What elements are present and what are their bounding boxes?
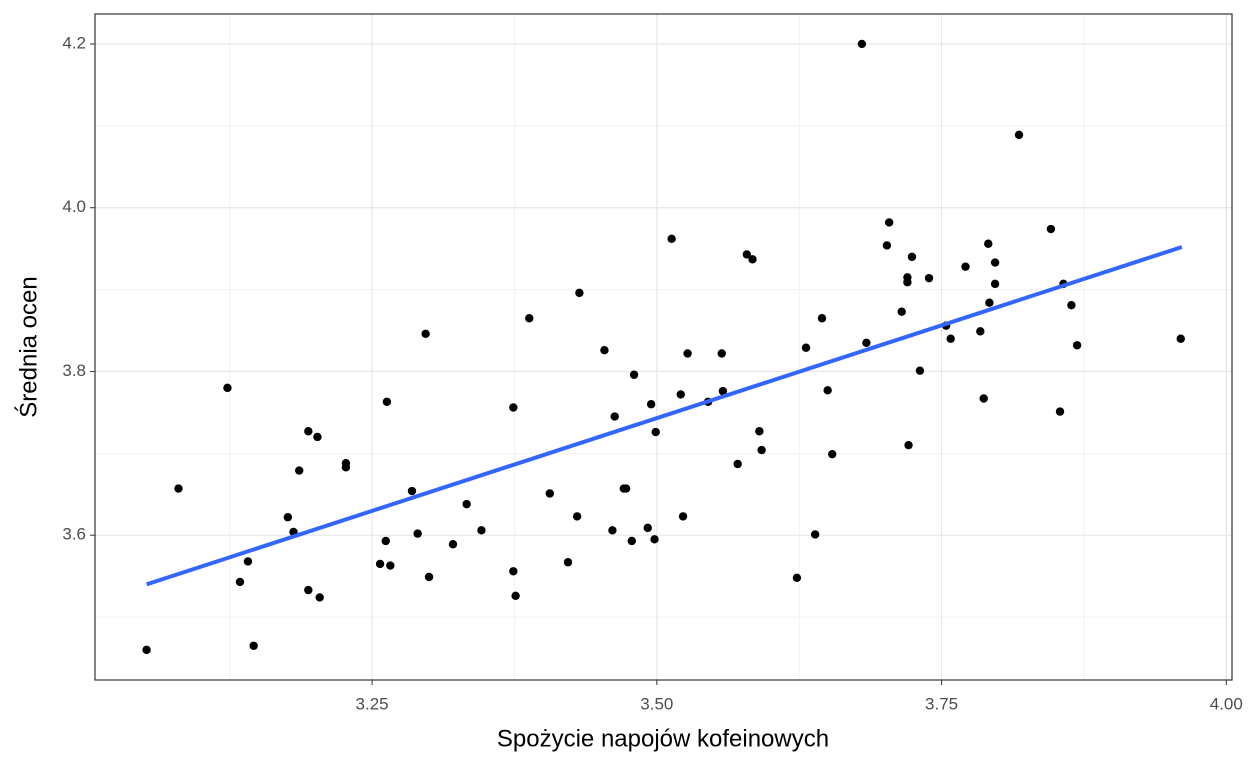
point bbox=[667, 234, 676, 244]
point bbox=[823, 386, 832, 395]
point bbox=[462, 499, 471, 509]
point bbox=[424, 572, 434, 582]
x-tick-label: 3.50 bbox=[640, 694, 673, 713]
point bbox=[375, 559, 385, 569]
point bbox=[621, 484, 631, 493]
point bbox=[407, 486, 417, 496]
point bbox=[509, 403, 518, 412]
point bbox=[575, 288, 584, 298]
y-tick-label: 3.6 bbox=[62, 525, 86, 544]
y-tick-label: 4.2 bbox=[62, 33, 86, 52]
point bbox=[990, 258, 1000, 267]
y-tick-label: 4.0 bbox=[62, 197, 86, 216]
point bbox=[801, 343, 811, 352]
point bbox=[1046, 224, 1056, 234]
point bbox=[509, 567, 518, 576]
point bbox=[792, 573, 802, 583]
point bbox=[283, 513, 293, 522]
point bbox=[315, 593, 324, 602]
point bbox=[755, 427, 764, 436]
x-tick-label: 3.75 bbox=[925, 694, 958, 713]
point bbox=[676, 390, 685, 399]
point bbox=[915, 366, 925, 375]
point bbox=[650, 535, 659, 544]
point bbox=[295, 466, 304, 475]
point bbox=[223, 383, 232, 393]
point bbox=[748, 255, 757, 264]
point bbox=[683, 349, 692, 358]
point bbox=[733, 459, 742, 469]
point bbox=[979, 394, 988, 403]
point bbox=[984, 239, 993, 248]
point bbox=[382, 397, 392, 406]
point bbox=[249, 641, 258, 650]
y-axis-title: Średnia ocen bbox=[14, 276, 42, 417]
point bbox=[545, 489, 554, 498]
point bbox=[757, 445, 766, 455]
point bbox=[174, 484, 183, 493]
point bbox=[717, 349, 726, 358]
point bbox=[828, 449, 837, 459]
point bbox=[961, 262, 970, 271]
point bbox=[1067, 300, 1076, 310]
point bbox=[817, 314, 827, 323]
point bbox=[976, 327, 985, 336]
point bbox=[946, 334, 955, 343]
point bbox=[413, 529, 422, 538]
point bbox=[572, 512, 582, 521]
point bbox=[810, 530, 820, 539]
point bbox=[1014, 130, 1024, 140]
point bbox=[313, 432, 322, 442]
point bbox=[1072, 341, 1082, 350]
x-tick-label: 4.00 bbox=[1210, 694, 1243, 713]
point bbox=[646, 400, 656, 409]
point bbox=[990, 279, 1000, 289]
point bbox=[142, 645, 151, 655]
plot-background bbox=[95, 14, 1232, 680]
point bbox=[629, 370, 639, 379]
point bbox=[381, 536, 390, 546]
point bbox=[421, 329, 430, 339]
point bbox=[610, 412, 619, 421]
x-axis-title: Spożycie napojów kofeinowych bbox=[497, 725, 829, 752]
point bbox=[924, 273, 934, 283]
point bbox=[857, 39, 867, 49]
point bbox=[862, 338, 871, 348]
point bbox=[1176, 334, 1185, 343]
y-tick-label: 3.8 bbox=[62, 361, 86, 380]
point bbox=[563, 558, 573, 567]
plot-border bbox=[94, 13, 1233, 681]
point bbox=[341, 463, 351, 472]
point bbox=[903, 278, 912, 287]
point bbox=[600, 345, 609, 355]
point bbox=[243, 557, 253, 566]
point bbox=[511, 591, 520, 601]
point bbox=[884, 218, 894, 227]
point bbox=[742, 250, 752, 259]
point bbox=[448, 540, 458, 549]
point bbox=[477, 526, 486, 535]
point bbox=[304, 427, 313, 436]
point bbox=[985, 298, 994, 307]
point bbox=[643, 523, 652, 533]
point bbox=[897, 307, 906, 316]
point bbox=[651, 427, 660, 437]
point bbox=[718, 386, 728, 396]
point bbox=[525, 314, 534, 323]
point bbox=[904, 440, 913, 450]
point bbox=[608, 526, 617, 535]
point bbox=[386, 561, 395, 570]
x-tick-label: 3.25 bbox=[356, 694, 389, 713]
point bbox=[882, 241, 892, 250]
point bbox=[907, 252, 917, 262]
point bbox=[678, 512, 688, 521]
point bbox=[235, 577, 245, 587]
point bbox=[627, 536, 636, 546]
regression-line bbox=[145, 245, 1183, 587]
point bbox=[1055, 407, 1065, 416]
point bbox=[304, 585, 313, 595]
